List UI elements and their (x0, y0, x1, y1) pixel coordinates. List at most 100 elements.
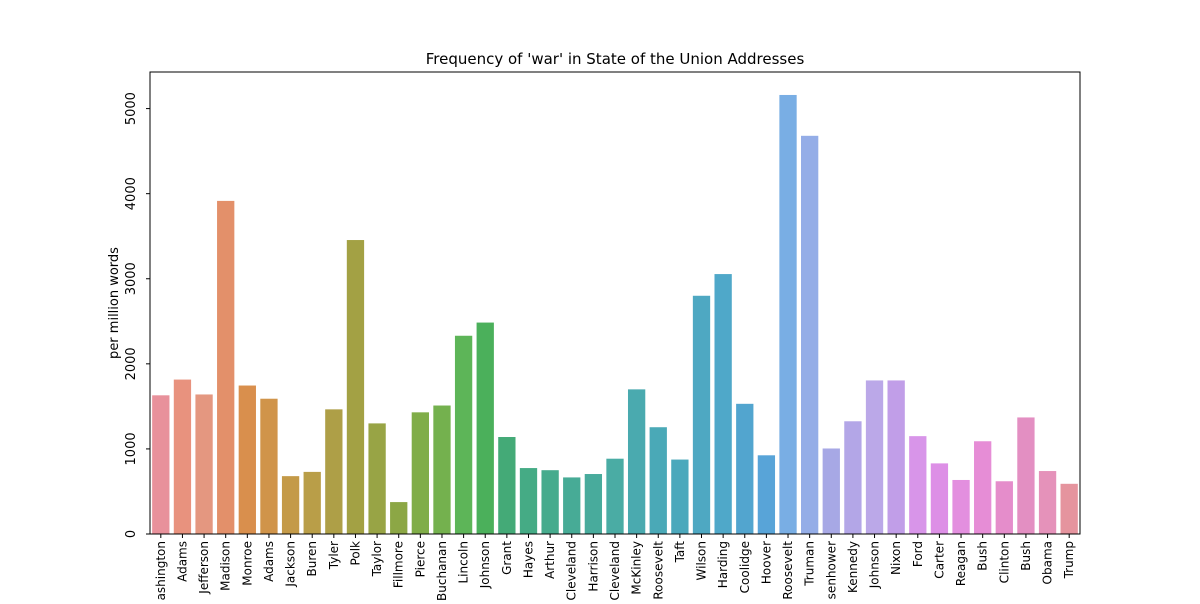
x-tick-label: Buchanan (435, 541, 449, 600)
bar (865, 380, 884, 534)
x-tick-label: Johnson (478, 541, 492, 589)
bar (238, 385, 256, 534)
bar (368, 423, 386, 534)
x-tick-label: Kennedy (846, 541, 860, 593)
bar (692, 295, 711, 534)
bar (1017, 417, 1035, 534)
x-tick-label: Arthur (543, 541, 557, 579)
x-tick-label: Wilson (695, 541, 709, 580)
x-tick-label: Carter (932, 541, 946, 579)
bar (930, 463, 949, 534)
x-tick-label: Hayes (521, 541, 535, 578)
bar (714, 274, 732, 534)
y-tick-label: 5000 (124, 92, 139, 125)
x-tick-label: Eisenhower (824, 541, 838, 600)
x-tick-label: Grant (500, 541, 514, 575)
x-tick-label: McKinley (630, 541, 644, 595)
bar (498, 437, 516, 534)
bar (217, 200, 235, 534)
x-tick-label: Cleveland (565, 541, 579, 600)
bar (801, 135, 819, 534)
bar (541, 470, 559, 534)
x-tick-label: Madison (219, 541, 233, 591)
bar (519, 468, 538, 534)
bar (909, 436, 927, 534)
x-tick-label: Pierce (413, 541, 427, 577)
bar (671, 459, 689, 534)
x-axis: Washington Adams Jefferson Madison Monroe Ada… (154, 534, 1076, 604)
x-tick-label: Roosevelt (651, 541, 665, 600)
bar (476, 322, 494, 534)
x-tick-label: Cleveland (608, 541, 622, 600)
bar (152, 395, 170, 534)
y-tick-label: 2000 (124, 347, 139, 380)
x-tick-label: Fillmore (392, 541, 406, 588)
x-tick-label: Reagan (954, 541, 968, 586)
bar (757, 455, 776, 534)
x-tick-label: Nixon (889, 541, 903, 575)
x-tick-label: Taft (673, 541, 687, 564)
x-tick-label: Clinton (997, 541, 1011, 583)
y-tick-label: 4000 (124, 177, 139, 210)
bar (195, 394, 213, 534)
y-tick-label: 0 (124, 530, 139, 538)
x-tick-label: Johnson (868, 541, 882, 589)
x-tick-label: Adams (175, 541, 189, 582)
bar (411, 412, 429, 534)
bar (1038, 471, 1057, 534)
x-tick-label: Buren (305, 541, 319, 577)
bar (454, 335, 473, 534)
x-tick-label: Obama (1041, 541, 1055, 584)
bar (563, 477, 581, 534)
bar (779, 94, 797, 534)
x-tick-label: Coolidge (738, 541, 752, 593)
bar (649, 427, 667, 534)
x-tick-label: Trump (1062, 541, 1076, 579)
x-tick-label: Hoover (759, 541, 773, 584)
x-tick-label: Harrison (586, 541, 600, 592)
bar (627, 389, 646, 534)
bar (887, 380, 905, 534)
bar (995, 481, 1013, 534)
x-tick-label: Jackson (284, 541, 298, 588)
x-tick-label: Lincoln (457, 541, 471, 584)
x-tick-label: Adams (262, 541, 276, 582)
bar (606, 458, 624, 534)
bar (974, 441, 992, 534)
x-tick-label: Bush (976, 541, 990, 571)
x-tick-label: Ford (911, 541, 925, 567)
x-tick-label: Harding (716, 541, 730, 588)
bar (736, 403, 754, 534)
x-tick-label: Bush (1019, 541, 1033, 571)
bar (325, 409, 343, 534)
bar (390, 502, 408, 534)
x-tick-label: Washington (154, 541, 168, 600)
y-axis: 0 1000 2000 3000 4000 5000 (124, 92, 150, 538)
bar (260, 398, 278, 534)
chart-title: Frequency of 'war' in State of the Union… (426, 50, 805, 68)
bar (584, 474, 603, 534)
x-tick-label: Taylor (370, 541, 384, 577)
y-tick-label: 1000 (124, 432, 139, 465)
x-tick-label: Truman (803, 541, 817, 587)
bar (281, 476, 300, 534)
x-tick-label: Monroe (240, 541, 254, 586)
y-tick-label: 3000 (124, 262, 139, 295)
bar (346, 240, 365, 535)
x-tick-label: Roosevelt (781, 541, 795, 600)
y-axis-label: per million words (107, 247, 122, 359)
bar (173, 379, 192, 534)
x-tick-label: Tyler (327, 541, 341, 570)
x-tick-label: Jefferson (197, 541, 211, 595)
bar (303, 471, 321, 534)
plot-frame (149, 71, 1081, 535)
x-tick-label: Polk (348, 541, 362, 565)
bar (1060, 483, 1078, 534)
bars-group (152, 94, 1078, 535)
bar (822, 448, 840, 534)
bar (844, 421, 862, 534)
bar (433, 405, 451, 534)
bar (952, 479, 970, 534)
